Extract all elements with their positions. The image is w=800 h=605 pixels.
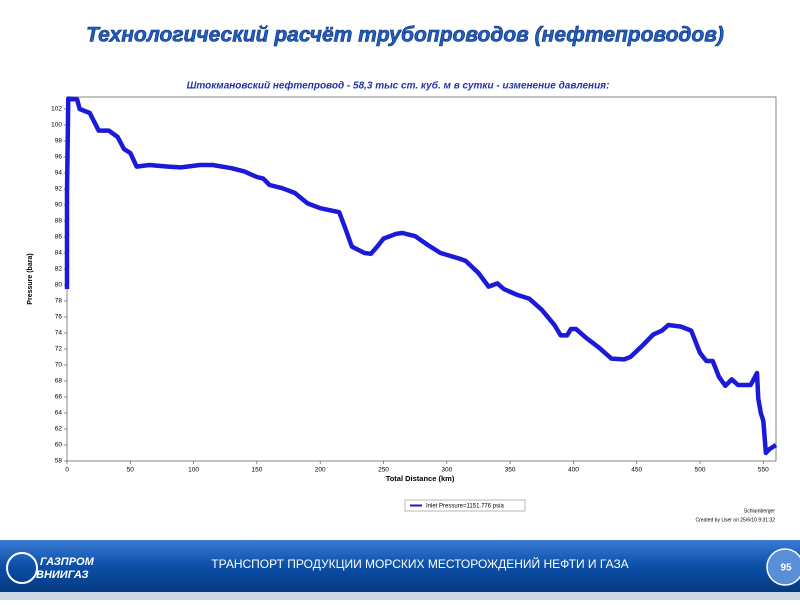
y-tick-label: 78: [55, 298, 63, 305]
x-tick-label: 300: [441, 467, 452, 474]
y-tick-label: 80: [55, 282, 63, 289]
footer-strip: [0, 592, 800, 600]
x-tick-label: 550: [758, 467, 769, 474]
x-tick-label: 250: [378, 467, 389, 474]
y-tick-label: 62: [55, 426, 63, 433]
x-tick-label: 50: [127, 467, 135, 474]
credit: Schlumberger: [744, 508, 775, 514]
y-tick-label: 70: [55, 362, 63, 369]
chart-title: Штокмановский нефтепровод - 58,3 тыс ст.…: [187, 80, 610, 92]
legend-label: Inlet Pressure=1151.776 psia: [426, 504, 504, 510]
y-tick-label: 102: [51, 106, 62, 113]
logo-bottom: ВНИИГАЗ: [36, 569, 89, 581]
y-tick-label: 60: [55, 442, 63, 449]
y-tick-label: 72: [55, 346, 63, 353]
y-tick-label: 64: [55, 410, 63, 417]
y-tick-label: 96: [55, 154, 63, 161]
footer-text: ТРАНСПОРТ ПРОДУКЦИИ МОРСКИХ МЕСТОРОЖДЕНИ…: [211, 556, 628, 571]
logo-ring: [6, 552, 38, 584]
y-tick-label: 98: [55, 138, 63, 145]
y-tick-label: 86: [55, 234, 63, 241]
y-tick-label: 68: [55, 378, 63, 385]
x-axis-label: Total Distance (km): [386, 474, 455, 483]
y-tick-label: 92: [55, 186, 63, 193]
y-tick-label: 66: [55, 394, 63, 401]
created-note: Created by User on 25/6/10 9:31:32: [696, 517, 776, 523]
x-tick-label: 200: [315, 467, 326, 474]
plot-area: [66, 96, 777, 462]
y-tick-label: 94: [55, 170, 63, 177]
y-tick-label: 90: [55, 202, 63, 209]
page-number: 95: [780, 563, 792, 574]
page-badge: [766, 548, 800, 586]
legend: [404, 499, 526, 512]
x-tick-label: 0: [65, 467, 69, 474]
y-tick-label: 100: [51, 122, 62, 129]
x-tick-label: 500: [695, 467, 706, 474]
x-tick-label: 100: [188, 467, 199, 474]
footer-bar: [0, 540, 800, 592]
y-tick-label: 58: [55, 458, 63, 465]
logo-top: ГАЗПРОМ: [40, 556, 95, 568]
x-tick-label: 350: [505, 467, 516, 474]
slide-title: Технологический расчёт трубопроводов (не…: [86, 24, 724, 47]
x-tick-label: 400: [568, 467, 579, 474]
y-tick-label: 84: [55, 250, 63, 257]
y-axis-label: Pressure (bara): [27, 253, 34, 304]
y-tick-label: 88: [55, 218, 63, 225]
y-tick-label: 82: [55, 266, 63, 273]
y-tick-label: 74: [55, 330, 63, 337]
x-tick-label: 150: [251, 467, 262, 474]
x-tick-label: 450: [631, 467, 642, 474]
y-tick-label: 76: [55, 314, 63, 321]
data-line: [64, 96, 778, 456]
